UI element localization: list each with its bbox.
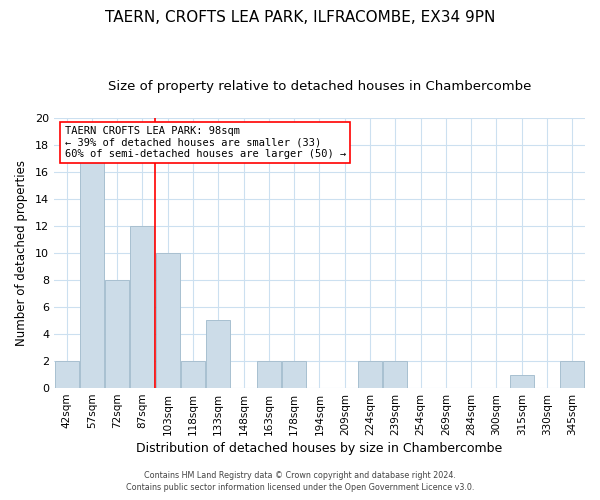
Bar	[156, 253, 180, 388]
Bar	[80, 158, 104, 388]
Bar	[206, 320, 230, 388]
Bar	[130, 226, 154, 388]
Bar	[510, 374, 534, 388]
Bar	[383, 361, 407, 388]
Bar	[181, 361, 205, 388]
Text: Contains HM Land Registry data © Crown copyright and database right 2024.
Contai: Contains HM Land Registry data © Crown c…	[126, 471, 474, 492]
Text: TAERN CROFTS LEA PARK: 98sqm
← 39% of detached houses are smaller (33)
60% of se: TAERN CROFTS LEA PARK: 98sqm ← 39% of de…	[65, 126, 346, 159]
Bar	[105, 280, 129, 388]
Bar	[257, 361, 281, 388]
Bar	[358, 361, 382, 388]
Bar	[55, 361, 79, 388]
Title: Size of property relative to detached houses in Chambercombe: Size of property relative to detached ho…	[108, 80, 531, 93]
Text: TAERN, CROFTS LEA PARK, ILFRACOMBE, EX34 9PN: TAERN, CROFTS LEA PARK, ILFRACOMBE, EX34…	[105, 10, 495, 25]
Y-axis label: Number of detached properties: Number of detached properties	[15, 160, 28, 346]
Bar	[560, 361, 584, 388]
Bar	[282, 361, 306, 388]
X-axis label: Distribution of detached houses by size in Chambercombe: Distribution of detached houses by size …	[136, 442, 503, 455]
